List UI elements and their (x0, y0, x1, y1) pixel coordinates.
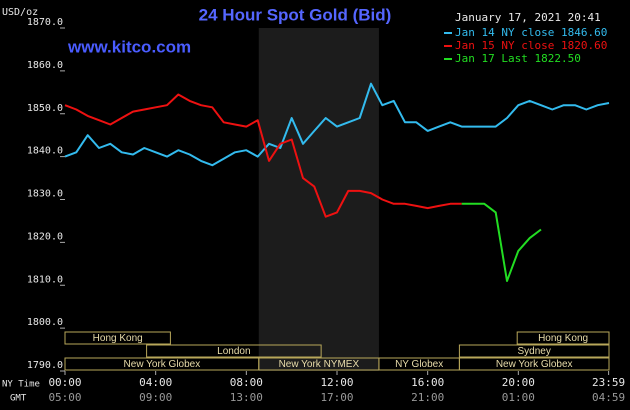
legend-label: Jan 15 NY close 1820.60 (455, 39, 607, 52)
chart-title: 24 Hour Spot Gold (Bid) (199, 5, 392, 24)
x2-tick-label: 04:59 (592, 391, 625, 404)
session-label: New York Globex (496, 359, 573, 370)
x2-tick-label: 05:00 (48, 391, 81, 404)
x-tick-label: 00:00 (48, 376, 81, 389)
session-label: Sydney (518, 346, 551, 357)
x2-tick-label: 13:00 (230, 391, 263, 404)
session-label: Hong Kong (93, 333, 143, 344)
series-line (64, 82, 610, 167)
timestamp: January 17, 2021 20:41 (455, 11, 601, 24)
session-bar (146, 344, 322, 358)
x2-tick-label: 09:00 (139, 391, 172, 404)
y-tick-label: 1870.0 (27, 17, 63, 28)
x-tick-label: 04:00 (139, 376, 172, 389)
website: www.kitco.com (67, 37, 191, 56)
y-tick-label: 1850.0 (27, 103, 63, 114)
y-tick-label: 1820.0 (27, 231, 63, 242)
x-tick-label: 16:00 (411, 376, 444, 389)
session-label: Hong Kong (538, 333, 588, 344)
y-tick-label: 1830.0 (27, 189, 63, 200)
y-tick-label: 1840.0 (27, 146, 63, 157)
x-axis-label: NY Time (2, 380, 40, 390)
series-line (64, 93, 462, 218)
session-label: New York Globex (124, 359, 201, 370)
session-bar (64, 331, 171, 345)
y-tick-label: 1860.0 (27, 60, 63, 71)
series-line (461, 202, 542, 282)
y-axis-label: USD/oz (2, 7, 38, 18)
session-bar (458, 344, 610, 358)
x2-axis-label: GMT (10, 394, 27, 404)
x2-tick-label: 01:00 (502, 391, 535, 404)
session-label: New York NYMEX (279, 359, 360, 370)
y-tick-label: 1800.0 (27, 317, 63, 328)
x-tick-label: 12:00 (320, 376, 353, 389)
session-bar (516, 331, 610, 345)
session-label: London (217, 346, 250, 357)
legend-label: Jan 14 NY close 1846.60 (455, 26, 607, 39)
x2-tick-label: 21:00 (411, 391, 444, 404)
x2-tick-label: 17:00 (320, 391, 353, 404)
session-label: NY Globex (395, 359, 443, 370)
session-bar (458, 357, 610, 371)
y-tick-label: 1790.0 (27, 360, 63, 371)
x-tick-label: 08:00 (230, 376, 263, 389)
x-tick-label: 23:59 (592, 376, 625, 389)
legend-label: Jan 17 Last 1822.50 (455, 52, 581, 65)
y-tick-label: 1810.0 (27, 274, 63, 285)
x-tick-label: 20:00 (502, 376, 535, 389)
